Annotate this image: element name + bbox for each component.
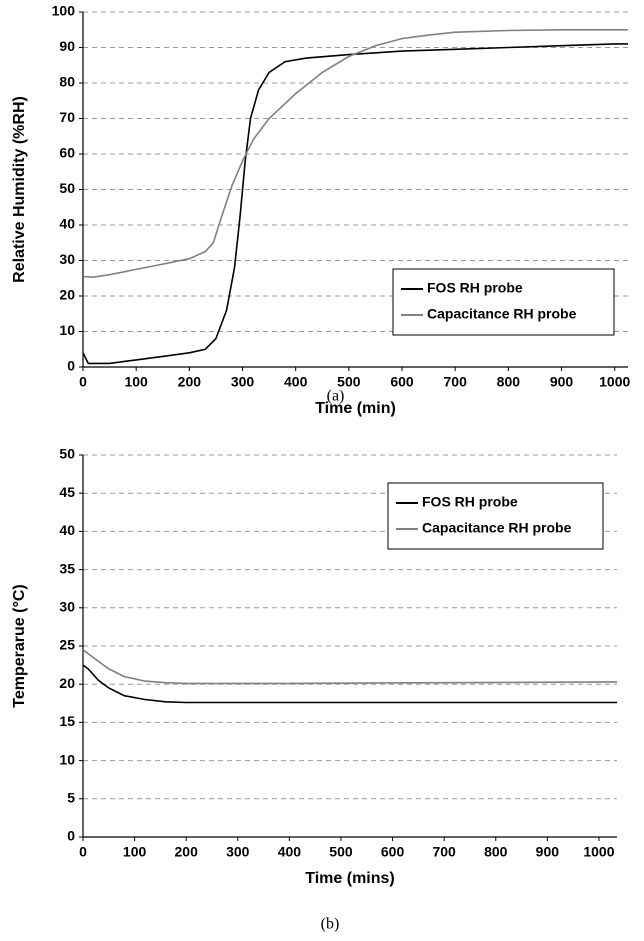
y-tick-label: 10 bbox=[59, 751, 75, 767]
y-tick-label: 60 bbox=[59, 145, 75, 161]
y-tick-label: 40 bbox=[59, 216, 75, 232]
y-tick-label: 0 bbox=[67, 828, 75, 844]
y-tick-label: 80 bbox=[59, 74, 75, 90]
y-tick-label: 20 bbox=[59, 675, 75, 691]
y-tick-label: 30 bbox=[59, 599, 75, 615]
y-tick-label: 100 bbox=[52, 3, 76, 19]
legend-label: Capacitance RH probe bbox=[422, 520, 572, 536]
y-tick-label: 50 bbox=[59, 180, 75, 196]
data-line bbox=[82, 649, 618, 685]
data-line bbox=[82, 29, 628, 279]
legend-box bbox=[392, 268, 615, 336]
y-tick-label: 15 bbox=[59, 713, 75, 729]
x-tick-label: 800 bbox=[497, 374, 521, 390]
y-tick-label: 45 bbox=[59, 484, 75, 500]
legend-box bbox=[387, 482, 604, 550]
y-tick-label: 35 bbox=[59, 560, 75, 576]
y-tick-label: 10 bbox=[59, 322, 75, 338]
x-tick-label: 300 bbox=[231, 374, 255, 390]
y-tick-label: 40 bbox=[59, 522, 75, 538]
x-tick-label: 100 bbox=[123, 844, 147, 860]
x-tick-label: 200 bbox=[175, 844, 199, 860]
y-tick-label: 20 bbox=[59, 287, 75, 303]
x-tick-label: 200 bbox=[178, 374, 202, 390]
x-tick-label: 100 bbox=[124, 374, 148, 390]
caption: (a) bbox=[327, 388, 345, 405]
x-tick-label: 0 bbox=[79, 844, 87, 860]
x-tick-label: 900 bbox=[550, 374, 574, 390]
y-tick-label: 90 bbox=[59, 38, 75, 54]
legend-label: FOS RH probe bbox=[422, 494, 518, 510]
legend-label: FOS RH probe bbox=[427, 280, 523, 296]
y-tick-label: 30 bbox=[59, 251, 75, 267]
x-tick-label: 1000 bbox=[583, 844, 614, 860]
y-tick-label: 0 bbox=[67, 358, 75, 374]
x-tick-label: 400 bbox=[284, 374, 308, 390]
x-tick-label: 300 bbox=[226, 844, 250, 860]
data-line bbox=[82, 43, 628, 365]
x-tick-label: 800 bbox=[484, 844, 508, 860]
x-tick-label: 500 bbox=[337, 374, 361, 390]
y-tick-label: 25 bbox=[59, 637, 75, 653]
legend-label: Capacitance RH probe bbox=[427, 306, 577, 322]
caption: (b) bbox=[321, 916, 340, 933]
y-axis-title: Temperarue (°C) bbox=[11, 584, 28, 707]
y-axis-title: Relative Humidity (%RH) bbox=[11, 96, 28, 283]
x-tick-label: 700 bbox=[444, 374, 468, 390]
x-tick-label: 0 bbox=[79, 374, 87, 390]
x-tick-label: 1000 bbox=[599, 374, 630, 390]
x-tick-label: 700 bbox=[432, 844, 456, 860]
y-tick-label: 70 bbox=[59, 109, 75, 125]
y-tick-label: 5 bbox=[67, 790, 75, 806]
x-axis-title: Time (min) bbox=[315, 400, 396, 417]
x-tick-label: 900 bbox=[536, 844, 560, 860]
x-axis-title: Time (mins) bbox=[305, 870, 395, 887]
x-tick-label: 500 bbox=[329, 844, 353, 860]
x-tick-label: 600 bbox=[390, 374, 414, 390]
y-tick-label: 50 bbox=[59, 446, 75, 462]
x-tick-label: 600 bbox=[381, 844, 405, 860]
data-line bbox=[82, 664, 617, 704]
x-tick-label: 400 bbox=[278, 844, 302, 860]
